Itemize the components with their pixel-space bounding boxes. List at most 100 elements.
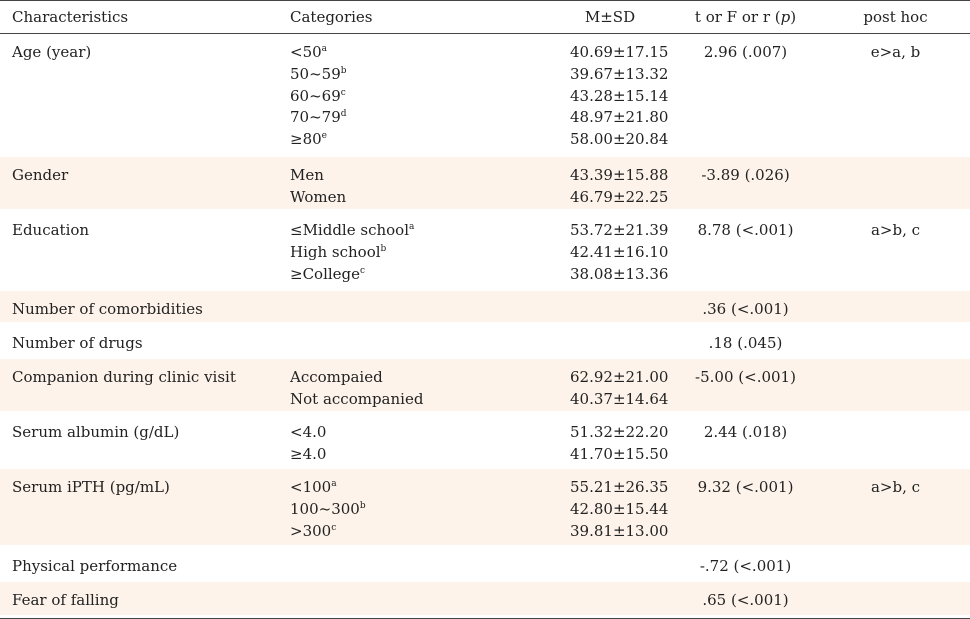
posthoc-cell: a>b, c — [870, 221, 921, 239]
msd-value: 39.67±13.32 — [570, 64, 669, 83]
row-separator — [0, 154, 970, 157]
characteristic-cell: Age (year) — [12, 43, 92, 61]
category-text: Men — [290, 166, 324, 184]
category-item: ≥4.0 — [290, 444, 500, 466]
msd-cell — [500, 582, 650, 618]
row-separator — [0, 356, 970, 359]
header-msd: M±SD — [584, 8, 636, 26]
characteristic-cell: Fear of falling — [12, 591, 119, 609]
header-characteristics: Characteristics — [12, 8, 129, 26]
categories-cell: ≤Middle schoola High schoolb ≥Collegec — [279, 212, 500, 291]
msd-value: 42.41±16.10 — [570, 242, 669, 261]
msd-cell: 55.21±26.35 42.80±15.44 39.81±13.00 — [500, 469, 669, 548]
msd-cell: 62.92±21.00 40.37±14.64 — [500, 359, 669, 414]
table-row: Serum albumin (g/dL) <4.0 ≥4.0 51.32±22.20 4… — [0, 414, 970, 469]
test-statistic-cell: .36 (<.001) — [702, 300, 789, 318]
categories-cell — [279, 548, 500, 582]
category-item: Accompaied — [290, 367, 500, 389]
categories-cell: <4.0 ≥4.0 — [279, 414, 500, 469]
row-separator — [0, 209, 970, 212]
characteristic-cell: Serum albumin (g/dL) — [12, 423, 180, 441]
category-superscript: b — [380, 243, 387, 254]
category-superscript: e — [321, 131, 327, 142]
row-separator — [0, 579, 970, 582]
characteristic-cell: Companion during clinic visit — [12, 368, 236, 386]
categories-cell: Accompaied Not accompanied — [279, 359, 500, 414]
category-text: 100~300 — [290, 499, 360, 518]
category-superscript: a — [321, 44, 328, 54]
category-superscript: a — [409, 222, 415, 232]
header-categories: Categories — [290, 8, 373, 26]
category-item: Women — [290, 187, 500, 209]
msd-value: 38.08±13.36 — [570, 264, 669, 283]
msd-value: 51.32±22.20 — [570, 423, 669, 441]
header-test-p: p — [780, 8, 791, 26]
msd-value: 46.79±22.25 — [570, 187, 669, 206]
msd-cell: 43.39±15.88 46.79±22.25 — [500, 157, 669, 212]
category-item: ≥Collegec — [290, 264, 500, 286]
msd-value: 39.81±13.00 — [570, 521, 669, 540]
category-item: <50a — [290, 42, 500, 64]
category-text: ≥80 — [290, 130, 322, 149]
row-separator — [0, 288, 970, 291]
msd-value: 40.37±14.64 — [570, 389, 669, 408]
test-statistic-cell: -3.89 (.026) — [701, 166, 790, 184]
posthoc-cell — [821, 414, 970, 469]
category-text: Accompaied — [290, 368, 383, 386]
table-row: Fear of falling .65 (<.001) — [0, 582, 970, 618]
test-statistic-cell: 9.32 (<.001) — [697, 478, 794, 496]
msd-value: 48.97±21.80 — [570, 108, 669, 127]
category-text: High school — [290, 242, 381, 261]
test-statistic-cell: 2.96 (.007) — [703, 43, 788, 61]
categories-cell: <100a 100~300b >300c — [279, 469, 500, 548]
header-test: t or F or r (p) — [650, 1, 821, 33]
msd-cell — [500, 291, 650, 325]
characteristic-cell: Number of drugs — [12, 334, 143, 352]
table-row: Number of comorbidities .36 (<.001) — [0, 291, 970, 325]
characteristic-cell: Education — [12, 221, 90, 239]
test-statistic-cell: -5.00 (<.001) — [695, 368, 796, 386]
category-item: <100a — [290, 477, 500, 499]
table-row: Education ≤Middle schoola High schoolb ≥Col… — [0, 212, 970, 291]
category-item: 50~59b — [290, 64, 500, 86]
category-text: <100 — [290, 478, 332, 496]
msd-cell — [500, 325, 650, 359]
row-separator — [0, 615, 970, 618]
table-row: Companion during clinic visit Accompaied N… — [0, 359, 970, 414]
msd-cell: 51.32±22.20 41.70±15.50 — [500, 414, 669, 469]
posthoc-cell — [821, 325, 970, 359]
characteristic-cell: Serum iPTH (pg/mL) — [12, 478, 170, 496]
table-row: Number of drugs .18 (.045) — [0, 325, 970, 359]
category-superscript: c — [360, 265, 366, 276]
table-row: Physical performance -.72 (<.001) — [0, 548, 970, 582]
row-separator — [0, 466, 970, 469]
category-text: ≤Middle school — [290, 221, 409, 239]
table-row: Serum iPTH (pg/mL) <100a 100~300b >300c 55.2… — [0, 469, 970, 548]
table-row: Gender Men Women 43.39±15.88 46.79±22.25 -3.8… — [0, 157, 970, 212]
test-statistic-cell: 2.44 (.018) — [703, 423, 788, 441]
msd-cell — [500, 548, 650, 582]
category-item: <4.0 — [290, 422, 500, 444]
table-body: Age (year) <50a 50~59b 60~69c 70~79d ≥80e 40.6… — [0, 34, 970, 618]
category-text: <50 — [290, 43, 322, 61]
category-superscript: c — [340, 87, 346, 98]
posthoc-cell — [821, 548, 970, 582]
category-text: ≥4.0 — [290, 444, 327, 463]
category-text: ≥College — [290, 264, 361, 283]
characteristic-cell: Physical performance — [12, 557, 178, 575]
msd-value: 40.69±17.15 — [570, 43, 669, 61]
categories-cell — [279, 582, 500, 618]
category-text: Not accompanied — [290, 389, 424, 408]
category-item: High schoolb — [290, 242, 500, 264]
categories-cell: Men Women — [279, 157, 500, 212]
header-posthoc: post hoc — [863, 8, 928, 26]
test-statistic-cell: -.72 (<.001) — [699, 557, 792, 575]
category-text: 60~69 — [290, 86, 341, 105]
characteristic-cell: Gender — [12, 166, 69, 184]
category-item: 70~79d — [290, 107, 500, 129]
category-text: 70~79 — [290, 108, 341, 127]
category-superscript: b — [340, 65, 347, 76]
msd-cell: 53.72±21.39 42.41±16.10 38.08±13.36 — [500, 212, 669, 291]
category-text: >300 — [290, 521, 332, 540]
